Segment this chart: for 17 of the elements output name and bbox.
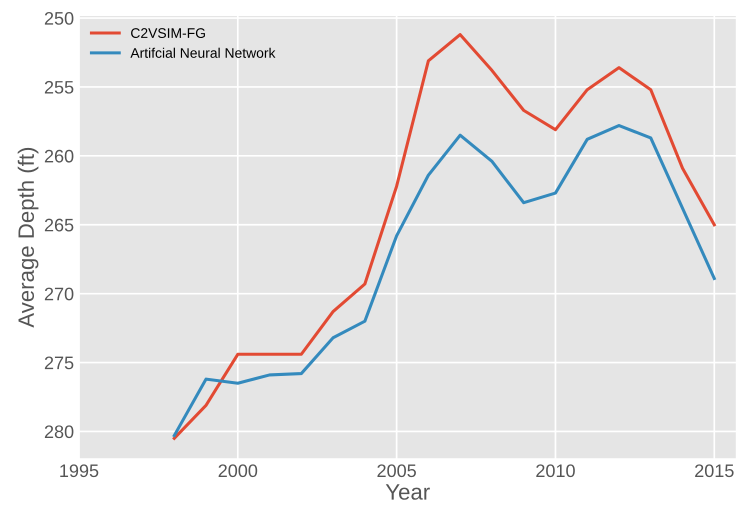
y-tick-label: 255 bbox=[44, 80, 74, 94]
line-series bbox=[172, 124, 716, 438]
x-axis-title: Year bbox=[386, 484, 430, 500]
x-tick-label: 1995 bbox=[60, 464, 98, 478]
x-tick-label: 2005 bbox=[377, 464, 416, 478]
y-tick-label: 265 bbox=[44, 218, 74, 232]
legend-label: Artifcial Neural Network bbox=[130, 48, 276, 58]
y-axis-title: Average Depth (ft) bbox=[18, 148, 38, 328]
x-tick-label: 2010 bbox=[536, 464, 575, 478]
y-tick-label: 250 bbox=[44, 12, 74, 25]
x-tick-label: 2015 bbox=[695, 464, 734, 478]
x-tick-label: 2000 bbox=[218, 464, 258, 478]
y-tick-label: 260 bbox=[44, 150, 74, 163]
y-tick-label: 275 bbox=[44, 356, 74, 370]
y-tick-label: 280 bbox=[44, 425, 74, 438]
legend-label: C2VSIM-FG bbox=[131, 28, 205, 38]
y-tick-label: 270 bbox=[44, 288, 74, 300]
